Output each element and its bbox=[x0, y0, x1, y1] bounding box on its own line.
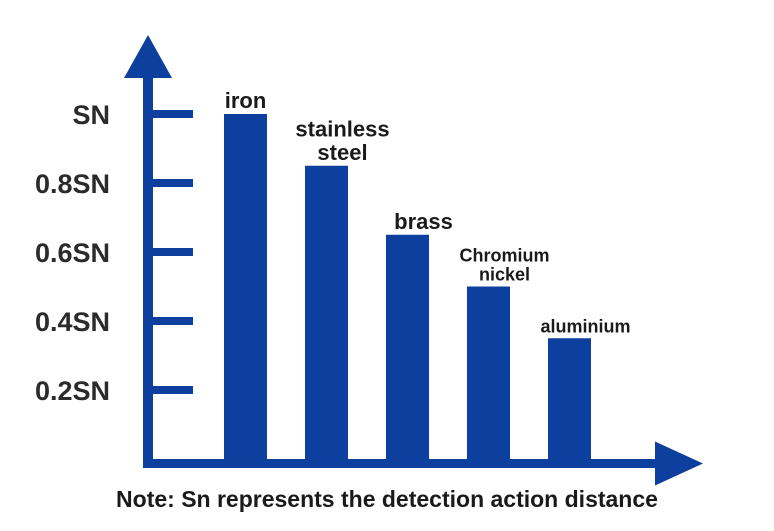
y-tick-mark bbox=[143, 248, 193, 256]
bar-label: nickel bbox=[479, 265, 530, 285]
y-ticks: SN 0.8SN 0.6SN 0.4SN 0.2SN bbox=[35, 100, 193, 406]
bar-label: brass bbox=[394, 209, 453, 234]
bar-label: stainless bbox=[295, 117, 389, 142]
bar-label: steel bbox=[317, 140, 367, 165]
y-tick-label: 0.8SN bbox=[35, 169, 110, 199]
y-tick-mark bbox=[143, 317, 193, 325]
bar bbox=[386, 234, 429, 459]
bar bbox=[224, 114, 267, 459]
bar-label: aluminium bbox=[540, 316, 630, 336]
bar-label: Chromium bbox=[460, 246, 550, 266]
x-axis-arrow bbox=[655, 441, 703, 486]
y-axis-arrow bbox=[124, 35, 172, 78]
bars bbox=[224, 114, 591, 459]
y-tick-mark bbox=[143, 110, 193, 118]
y-tick-label: SN bbox=[72, 100, 110, 130]
y-axis-line bbox=[143, 76, 153, 468]
y-tick-mark bbox=[143, 386, 193, 394]
y-tick-label: 0.2SN bbox=[35, 376, 110, 406]
bar bbox=[467, 286, 510, 459]
bar bbox=[548, 338, 591, 459]
chart-note: Note: Sn represents the detection action… bbox=[116, 486, 658, 512]
x-axis-line bbox=[143, 459, 657, 468]
bar-label: iron bbox=[225, 88, 267, 113]
bar bbox=[305, 165, 348, 459]
y-tick-mark bbox=[143, 179, 193, 187]
chart-axes bbox=[124, 35, 703, 486]
y-tick-label: 0.6SN bbox=[35, 238, 110, 268]
y-tick-label: 0.4SN bbox=[35, 307, 110, 337]
